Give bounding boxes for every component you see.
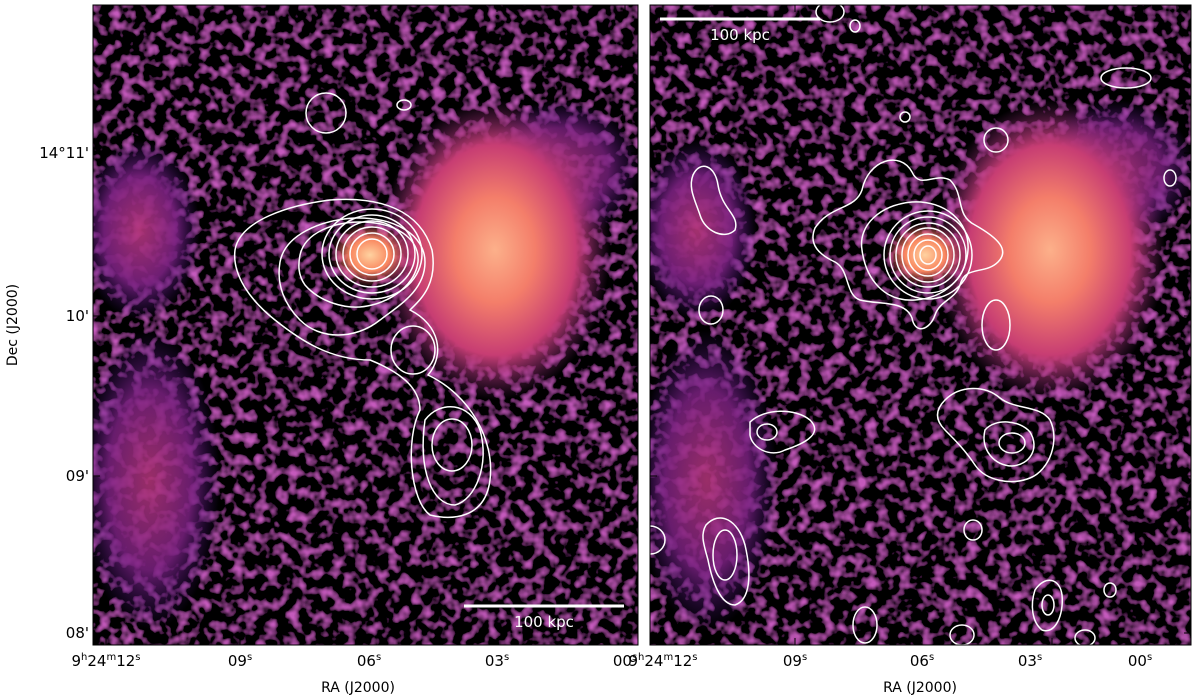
right-ra-tick-2: 09s — [783, 652, 807, 670]
right-panel-frame — [649, 4, 1192, 646]
left-x-axis-label: RA (J2000) — [321, 680, 395, 696]
right-scale-bar-label: 100 kpc — [710, 26, 770, 44]
dec-tick-2: 10' — [66, 307, 89, 325]
left-ra-tick-2: 09s — [228, 652, 252, 670]
right-ra-tick-4: 03s — [1018, 652, 1042, 670]
right-xray-image: 100 kpc — [650, 5, 1191, 645]
dec-tick-4: 08' — [66, 624, 89, 642]
left-axis-ticks — [93, 5, 638, 645]
right-x-axis-label: RA (J2000) — [883, 680, 957, 696]
right-axis-ticks — [650, 5, 1191, 645]
dec-tick-3: 09' — [66, 467, 89, 485]
right-ra-tick-5: 00s — [1128, 652, 1152, 670]
left-radio-contours — [233, 92, 492, 518]
y-axis-label: Dec (J2000) — [5, 284, 21, 366]
right-ra-tick-3: 06s — [910, 652, 934, 670]
left-panel: 100 kpc 14°11' 10' 09' 08' — [5, 4, 639, 696]
left-ra-tick-4: 03s — [485, 652, 509, 670]
right-panel: 100 kpc 9h24m12s 09s 06s 03s 00s — [628, 4, 1192, 696]
left-ra-tick-3: 06s — [357, 652, 381, 670]
left-xray-image: 100 kpc — [93, 5, 638, 645]
left-ra-tick-5: 00s — [613, 652, 637, 670]
left-scale-bar-label: 100 kpc — [514, 613, 574, 631]
left-panel-frame — [92, 4, 639, 646]
dec-tick-1: 14°11' — [39, 144, 89, 162]
right-radio-contours — [650, 5, 1177, 645]
left-ra-tick-1: 9h24m12s — [71, 652, 140, 670]
right-ra-tick-1: 9h24m12s — [628, 652, 697, 670]
